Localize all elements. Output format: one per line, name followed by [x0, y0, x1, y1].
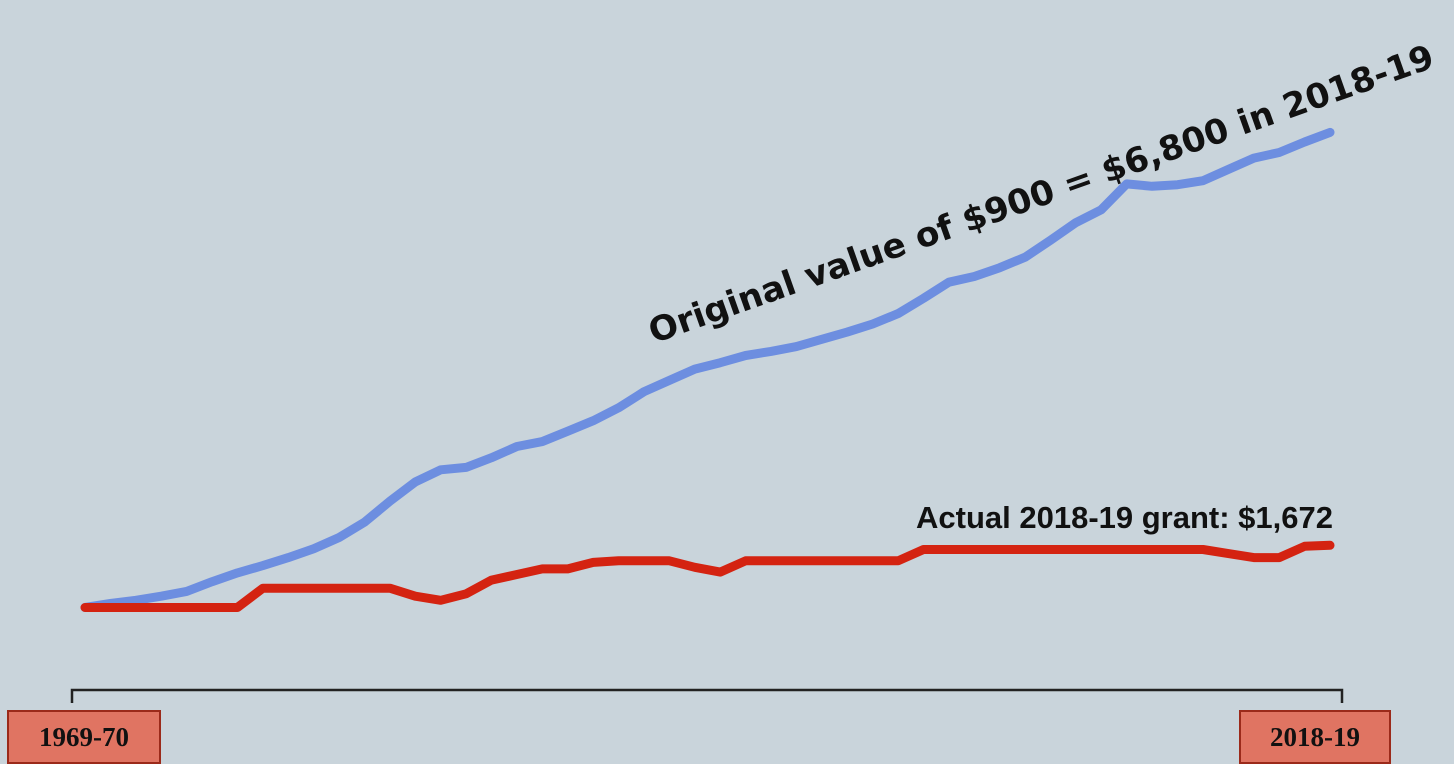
- end-label-box: [1239, 710, 1391, 764]
- annotation: Original value of $900 = $6,800 in 2018-…: [643, 37, 1439, 352]
- x-tick-label: 1969-70: [39, 722, 129, 752]
- range-bracket: [70, 688, 1344, 703]
- annotation: Actual 2018-19 grant: $1,672: [916, 500, 1333, 535]
- series-line: [80, 127, 1335, 612]
- x-tick-label: 2018-19: [1270, 722, 1360, 752]
- start-label-box: [7, 710, 161, 764]
- series-line: [80, 540, 1335, 612]
